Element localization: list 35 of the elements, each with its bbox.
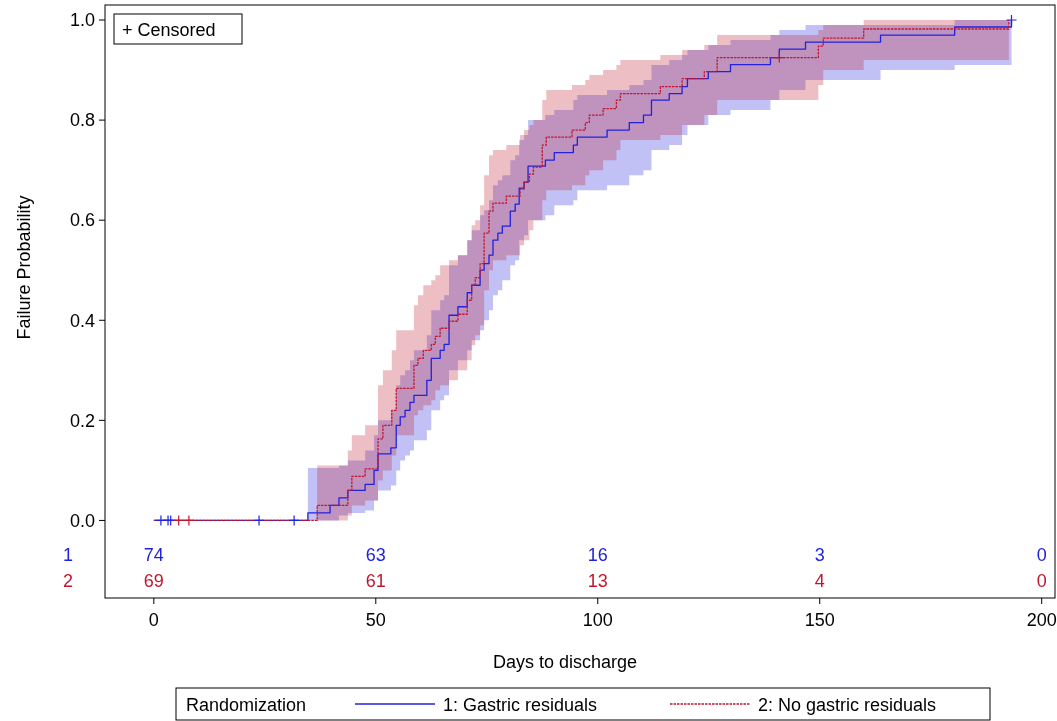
y-tick-label: 0.0: [69, 510, 95, 531]
point: [773, 51, 785, 64]
point: [1005, 14, 1018, 26]
legend-label: 1: Gastric residuals: [443, 695, 598, 715]
x-tick-label: 100: [582, 610, 613, 630]
annotation: 0: [1036, 545, 1047, 565]
legend-label: 2: No gastric residuals: [758, 695, 937, 715]
y-tick-label: 0.6: [69, 210, 95, 231]
annotation: 74: [143, 545, 164, 565]
y-tick-label: 0.2: [69, 410, 95, 431]
x-tick-label: 200: [1026, 610, 1057, 630]
x-tick-label: 50: [365, 610, 386, 630]
x-axis-title: Days to discharge: [492, 652, 638, 672]
point: [183, 514, 195, 527]
annotation: 63: [365, 545, 386, 565]
annotation: 16: [587, 545, 608, 565]
legend-title: Randomization: [186, 695, 307, 715]
point: [173, 514, 185, 527]
y-tick-label: 0.8: [69, 110, 95, 131]
annotation: + Censored: [122, 20, 216, 40]
annotation: 4: [814, 571, 825, 591]
annotation: 69: [143, 571, 164, 591]
x-tick-label: 150: [804, 610, 835, 630]
annotation: 13: [587, 571, 608, 591]
y-tick-label: 1.0: [69, 10, 95, 31]
x-tick-label: 0: [148, 610, 159, 630]
annotation: 61: [365, 571, 386, 591]
text: 1: [62, 545, 74, 565]
point: [288, 514, 300, 527]
annotation: 0: [1036, 571, 1047, 591]
point: [253, 514, 265, 527]
annotation: 3: [814, 545, 825, 565]
text: 2: [62, 571, 74, 591]
y-axis-title: Failure Probability: [14, 195, 34, 340]
y-tick-label: 0.4: [69, 310, 95, 331]
